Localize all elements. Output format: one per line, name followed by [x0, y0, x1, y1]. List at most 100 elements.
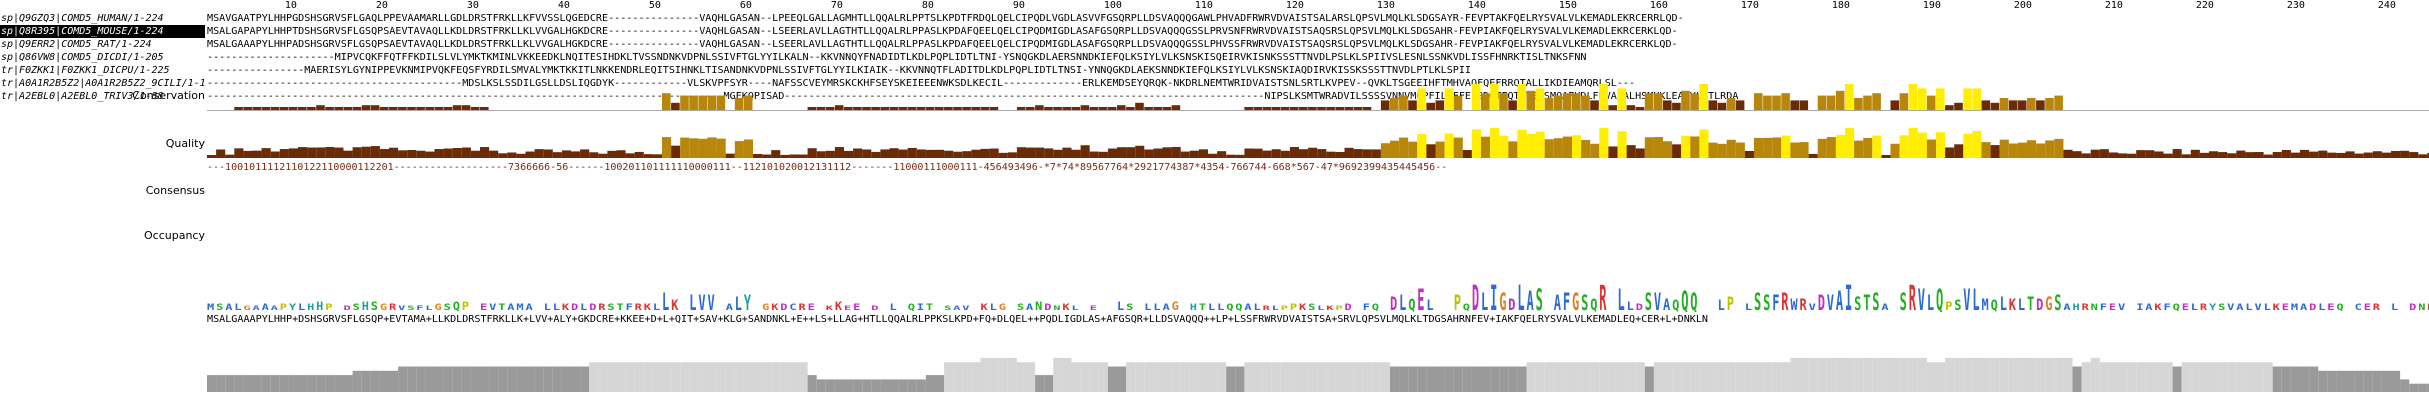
occupancy-bar [1681, 362, 1691, 392]
conservation-bar [425, 107, 434, 110]
occupancy-bar [1189, 362, 1199, 392]
consensus-logo-letter: L [580, 303, 587, 312]
occupancy-track[interactable] [207, 352, 2429, 412]
quality-bar [2190, 149, 2200, 158]
consensus-logo-letter: L [1117, 299, 1124, 312]
conservation-bar [1544, 98, 1554, 110]
quality-bar [798, 154, 808, 158]
alignment-panel[interactable]: MSAVGAATPYLHHPGDSHSGRVSFLGAQLPPEVAAMARLL… [207, 12, 2429, 103]
sequence-id[interactable]: sp|Q9ERR2|COMD5_RAT/1-224 [1, 39, 152, 50]
consensus-logo-letter: T [617, 303, 624, 312]
conservation-bar [2045, 98, 2054, 110]
occupancy-bar [1335, 362, 1345, 392]
consensus-logo-letter: L [1254, 303, 1261, 312]
sequence-row[interactable]: ----------------------------------------… [207, 91, 1739, 102]
quality-bar [971, 149, 981, 158]
conservation-bar [1917, 88, 1927, 110]
conservation-track[interactable] [207, 84, 2429, 164]
quality-bar [2036, 143, 2046, 158]
occupancy-bar [643, 362, 653, 392]
quality-bar [2072, 151, 2082, 158]
quality-bar [853, 148, 863, 158]
occupancy-bar [743, 362, 753, 392]
quality-bar [1399, 137, 1409, 158]
occupancy-bar [1390, 366, 1400, 392]
conservation-bar [1144, 107, 1153, 110]
occupancy-bar [2154, 362, 2164, 392]
conservation-bar [1326, 107, 1335, 110]
sequence-id[interactable]: tr|F0ZKK1|F0ZKK1_DICPU/1-225 [1, 65, 170, 76]
consensus-logo-letter: N [2091, 303, 2098, 312]
occupancy-bar [1471, 366, 1481, 392]
consensus-logo-letter: S [2054, 291, 2061, 312]
conservation-bar [1317, 107, 1326, 110]
sequence-row[interactable]: MSALGAPAPYLHHPTDSHSGRVSFLGSQPSAEVTAVAQLL… [207, 26, 1678, 37]
conservation-bar [1635, 107, 1645, 110]
quality-bar [1244, 148, 1254, 158]
occupancy-bar [1299, 362, 1309, 392]
quality-bar [1217, 151, 1227, 158]
consensus-logo-letter: L [298, 303, 305, 312]
quality-bar [1462, 150, 1472, 158]
occupancy-bar [1981, 357, 1991, 392]
conservation-bar [1926, 95, 1936, 110]
quality-bar [725, 153, 735, 158]
sequence-row[interactable]: ----------------MAERISYLGYNIPPEVKNMIPVQK… [207, 65, 1472, 76]
sequence-id[interactable]: tr|A0A1R2B5Z2|A0A1R2B5Z2_9CILI/1-167 [1, 78, 205, 89]
conservation-label: Conservation [132, 89, 205, 102]
occupancy-bar [1790, 357, 1800, 392]
occupancy-bar [498, 366, 508, 392]
consensus-logo-letter: Y [744, 291, 752, 312]
sequence-row[interactable]: MSAVGAATPYLHHPGDSHSGRVSFLGAQLPPEVAAMARLL… [207, 13, 1684, 24]
consensus-logo-letter: G [380, 303, 387, 312]
occupancy-bar [1845, 357, 1855, 392]
ruler-tick: 190 [1922, 0, 1941, 11]
occupancy-bar [1781, 362, 1791, 392]
occupancy-bar [1280, 362, 1290, 392]
sequence-id[interactable]: sp|Q9GZQ3|COMD5_HUMAN/1-224 [1, 13, 164, 24]
quality-bar [1917, 132, 1927, 158]
consensus-logo-letter: D [2309, 303, 2316, 312]
quality-track[interactable] [207, 128, 2429, 158]
conservation-bar [1171, 105, 1181, 110]
occupancy-bar [1690, 362, 1700, 392]
conservation-bar [971, 107, 980, 110]
conservation-bar [1663, 100, 1672, 110]
occupancy-bar [543, 366, 553, 392]
occupancy-bar [962, 362, 972, 392]
occupancy-bar [1990, 357, 2000, 392]
conservation-bar [361, 105, 371, 110]
ruler-tick: 80 [921, 0, 934, 11]
consensus-logo-letter: K [2009, 296, 2017, 312]
occupancy-bar [1244, 362, 1254, 392]
quality-bar [552, 152, 562, 158]
sequence-row[interactable]: ----------------------------------------… [207, 78, 1636, 89]
occupancy-bar [844, 379, 854, 392]
quality-bar [1062, 147, 1072, 158]
quality-bar [1362, 149, 1372, 158]
sequence-row[interactable]: ---------------------MIPVCQKFFQTFFKDILSL… [207, 52, 1587, 63]
occupancy-bar [1098, 362, 1108, 392]
conservation-bar [416, 107, 425, 110]
occupancy-bar [689, 362, 699, 392]
quality-bar [1553, 138, 1563, 158]
sequence-id[interactable]: sp|Q86VW8|COMD5_DICDI/1-205 [1, 52, 164, 63]
conservation-bar [1344, 107, 1354, 110]
sequence-id[interactable]: sp|Q8R395|COMD5_MOUSE/1-224 [0, 25, 205, 38]
conservation-bar [1444, 88, 1454, 110]
consensus-logo-letter: L [1745, 303, 1752, 312]
consensus-logo-letter: R [635, 303, 643, 312]
consensus-logo-letter: V [708, 291, 716, 312]
occupancy-bar [1271, 362, 1281, 392]
column-ruler[interactable]: 10 20 30 40 50 60 70 80 90 100 110 120 130 140 150 160 1… [207, 0, 2429, 12]
quality-bar [1945, 147, 1955, 158]
consensus-logo-letter: K [671, 298, 678, 312]
occupancy-bar [534, 366, 544, 392]
quality-bar [1999, 139, 2009, 158]
occupancy-bar [1517, 366, 1527, 392]
conservation-bar [1353, 107, 1363, 110]
sequence-row[interactable]: MSALGAAAPYLHHPADSHSGRVSFLGSQPSAEVTAVAQLL… [207, 39, 1678, 50]
quality-bar [2054, 138, 2064, 158]
sequence-id[interactable]: tr|A2EBL0|A2EBL0_TRIV3/1-88 [1, 91, 164, 102]
